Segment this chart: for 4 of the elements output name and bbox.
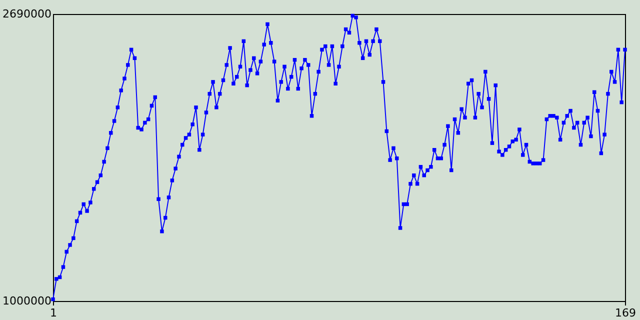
y-tick-label: 1000000 [2,294,52,308]
y-tick-label: 2690000 [2,8,52,20]
x-tick-label: 169 [615,306,636,320]
x-tick-label: 1 [50,306,57,320]
